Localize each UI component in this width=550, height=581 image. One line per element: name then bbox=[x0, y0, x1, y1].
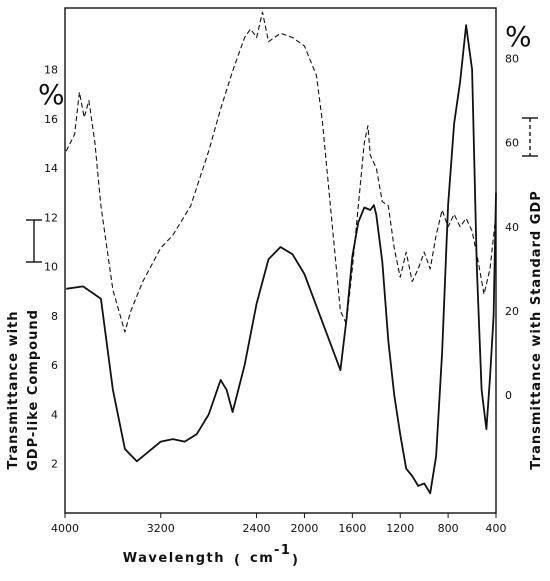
x-tick-label: 3200 bbox=[147, 522, 175, 535]
left-ylabel-line2: GDP-like Compound bbox=[26, 309, 41, 471]
x-tick-label: 400 bbox=[486, 522, 507, 535]
left-tick-label: 4 bbox=[51, 408, 58, 421]
series-layer bbox=[65, 11, 497, 495]
left-tick-label: 6 bbox=[51, 359, 58, 372]
left-tick-label: 8 bbox=[51, 310, 58, 323]
right-tick-label: 60 bbox=[505, 137, 519, 150]
x-axis-label: Wavelength ( cm -1 ) bbox=[123, 543, 299, 568]
series-line-gdp-like-compound bbox=[66, 24, 497, 495]
x-axis-unit-exponent: -1 bbox=[274, 543, 291, 558]
right-percent-symbol: % bbox=[505, 20, 532, 53]
x-axis-unit-close-paren: ) bbox=[292, 553, 299, 568]
left-percent-symbol: % bbox=[38, 78, 65, 111]
right-tick-label: 20 bbox=[505, 305, 519, 318]
x-axis-title: Wavelength bbox=[123, 551, 225, 566]
x-tick-label: 2000 bbox=[290, 522, 318, 535]
right-tick-label: 80 bbox=[505, 53, 519, 66]
x-axis-unit: cm bbox=[250, 551, 274, 566]
left-axis-ticks: 2 4 6 8 10 12 14 16 18 bbox=[44, 64, 58, 471]
right-tick-label: 0 bbox=[505, 389, 512, 402]
left-tick-label: 12 bbox=[44, 211, 58, 224]
left-tick-label: 18 bbox=[44, 64, 58, 77]
left-tick-label: 14 bbox=[44, 162, 58, 175]
right-tick-label: 40 bbox=[505, 221, 519, 234]
x-tick-label: 2400 bbox=[243, 522, 271, 535]
right-axis-ticks: 0 20 40 60 80 bbox=[505, 53, 519, 403]
x-tick-label: 1600 bbox=[338, 522, 366, 535]
plot-frame bbox=[64, 7, 497, 514]
left-tick-label: 10 bbox=[44, 261, 58, 274]
x-tick-label: 800 bbox=[438, 522, 459, 535]
x-axis-ticks: 4000 3200 2400 2000 1600 1200 800 400 bbox=[51, 513, 507, 535]
x-tick-label: 1200 bbox=[386, 522, 414, 535]
right-legend-key-dashed bbox=[522, 117, 538, 157]
left-legend-key-solid bbox=[26, 219, 42, 263]
left-ylabel-line1: Transmittance with bbox=[6, 310, 21, 469]
right-ylabel: Transmittance with Standard GDP bbox=[529, 190, 544, 470]
x-tick-label: 4000 bbox=[51, 522, 79, 535]
x-axis-unit-open-paren: ( bbox=[234, 553, 241, 568]
series-line-standard-gdp bbox=[65, 11, 497, 333]
left-tick-label: 2 bbox=[51, 458, 58, 471]
left-tick-label: 16 bbox=[44, 113, 58, 126]
